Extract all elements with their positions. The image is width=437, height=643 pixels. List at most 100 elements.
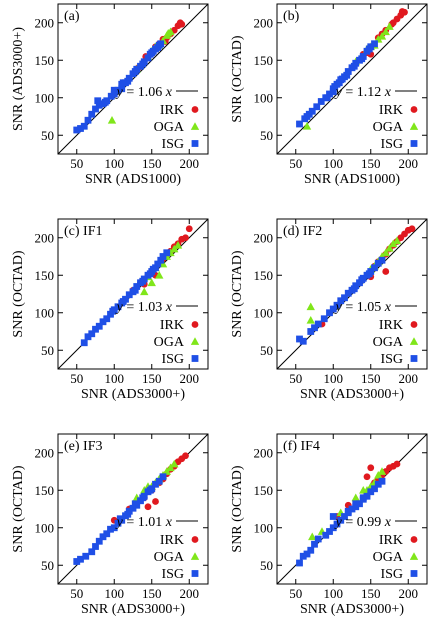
data-point-isg — [333, 520, 341, 528]
data-point-isg — [80, 339, 88, 347]
data-point-isg — [92, 543, 99, 550]
data-point-oga — [170, 459, 179, 468]
legend-marker-isg — [191, 140, 199, 147]
fit-label: y = 1.06 x — [115, 85, 173, 100]
data-point-isg — [159, 253, 167, 260]
data-point-isg — [73, 126, 81, 134]
data-point-isg — [314, 320, 322, 328]
data-point-isg — [118, 85, 126, 93]
data-point-oga — [140, 287, 149, 296]
data-points — [80, 225, 193, 347]
data-point-isg — [326, 309, 333, 317]
data-point-isg — [146, 270, 154, 278]
data-point-oga — [392, 236, 402, 245]
data-point-irk — [182, 234, 189, 242]
x-tick-label: 150 — [142, 586, 162, 601]
data-point-isg — [131, 500, 139, 508]
x-tick-label: 50 — [70, 156, 83, 171]
x-tick-label: 150 — [361, 156, 381, 171]
data-point-isg — [371, 40, 378, 48]
data-point-isg — [303, 550, 311, 558]
x-tick-label: 100 — [324, 371, 344, 386]
y-axis-label: SNR (OCTAD) — [11, 250, 26, 337]
x-tick-label: 200 — [180, 586, 200, 601]
data-point-oga — [302, 122, 312, 130]
legend-label-oga: OGA — [373, 550, 404, 565]
data-point-isg — [157, 40, 165, 48]
data-point-isg — [149, 265, 157, 273]
x-axis-label: SNR (ADS3000+) — [300, 387, 404, 402]
legend-label-isg: ISG — [161, 567, 184, 582]
data-point-isg — [159, 473, 167, 481]
data-point-isg — [144, 54, 152, 62]
data-point-isg — [337, 516, 345, 524]
plot-frame — [276, 433, 428, 585]
fit-label: y = 1.05 x — [334, 300, 392, 315]
data-point-isg — [341, 513, 348, 520]
fit-label: y = 1.01 x — [115, 515, 173, 530]
y-tick-label: 100 — [254, 305, 274, 320]
x-axis-label: SNR (ADS1000) — [85, 172, 181, 187]
data-point-isg — [365, 270, 373, 278]
data-points — [73, 452, 189, 565]
legend-label-isg: ISG — [161, 137, 184, 152]
y-tick-label: 50 — [260, 558, 273, 573]
legend-label-irk: IRK — [379, 318, 403, 333]
panel-label: (a) — [64, 9, 80, 24]
data-point-isg — [322, 531, 330, 539]
data-point-oga — [306, 302, 315, 311]
legend-label-irk: IRK — [160, 318, 184, 333]
data-point-oga — [381, 27, 390, 36]
data-point-isg — [344, 68, 352, 75]
data-point-isg — [146, 486, 154, 494]
x-tick-label: 100 — [324, 586, 344, 601]
panel-label: (b) — [283, 9, 300, 24]
x-tick-label: 200 — [399, 156, 419, 171]
data-point-isg — [80, 122, 88, 130]
data-point-irk — [144, 503, 152, 511]
y-tick-label: 200 — [254, 230, 274, 245]
data-point-isg — [110, 524, 118, 532]
legend-label-irk: IRK — [379, 103, 403, 118]
data-point-oga — [385, 244, 394, 252]
legend-label-isg: ISG — [380, 352, 403, 367]
data-point-isg — [335, 79, 343, 87]
panel-label: (c) IF1 — [64, 224, 103, 239]
y-tick-label: 200 — [35, 445, 55, 460]
data-point-isg — [155, 477, 163, 485]
data-point-oga — [351, 493, 360, 502]
data-point-isg — [163, 249, 171, 257]
legend-marker-irk — [410, 321, 418, 328]
legend-label-oga: OGA — [373, 120, 404, 135]
x-tick-label: 50 — [70, 586, 83, 601]
data-point-isg — [329, 524, 337, 532]
plot-frame — [57, 433, 209, 585]
data-point-isg — [358, 276, 366, 284]
y-tick-label: 150 — [254, 483, 274, 498]
data-point-isg — [99, 318, 107, 326]
y-tick-label: 150 — [35, 53, 55, 68]
diagonal-line — [277, 219, 427, 369]
data-point-isg — [101, 98, 109, 106]
data-point-isg — [88, 330, 96, 338]
legend-marker-isg — [410, 140, 418, 147]
x-tick-label: 200 — [180, 156, 200, 171]
data-point-isg — [374, 259, 382, 267]
data-point-isg — [154, 44, 162, 51]
legend-marker-isg — [191, 570, 199, 577]
data-point-isg — [296, 335, 303, 343]
data-points — [73, 19, 186, 134]
data-point-isg — [341, 294, 348, 302]
y-axis-label: SNR (ADS3000+) — [11, 27, 26, 131]
data-point-isg — [367, 488, 375, 496]
data-point-isg — [311, 540, 318, 548]
data-point-isg — [296, 559, 303, 567]
y-tick-label: 200 — [35, 230, 55, 245]
legend-label-oga: OGA — [373, 335, 404, 350]
data-point-isg — [344, 289, 352, 297]
y-tick-label: 50 — [41, 558, 54, 573]
data-point-isg — [331, 83, 339, 90]
